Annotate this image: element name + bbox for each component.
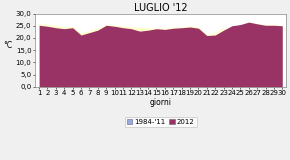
Title: LUGLIO '12: LUGLIO '12 bbox=[134, 3, 188, 13]
Y-axis label: °C: °C bbox=[3, 41, 12, 50]
X-axis label: giorni: giorni bbox=[150, 98, 172, 107]
Legend: 1984-'11, 2012: 1984-'11, 2012 bbox=[125, 117, 197, 127]
